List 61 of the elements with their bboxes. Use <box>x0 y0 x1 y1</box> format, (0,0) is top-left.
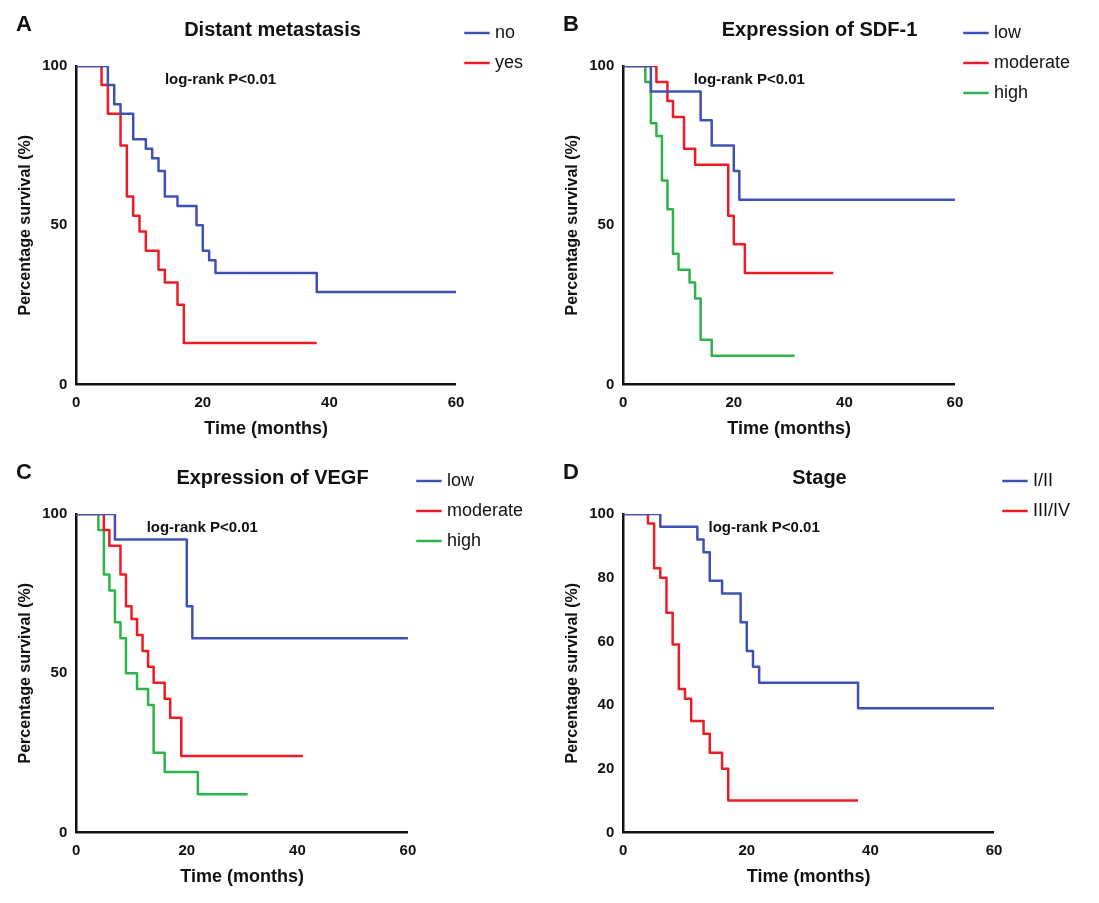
legend-label: moderate <box>446 499 523 520</box>
annotation: log-rank P<0.01 <box>146 517 258 535</box>
y-axis-title: Percentage survival (%) <box>16 582 34 764</box>
x-tick-label: 40 <box>836 392 853 410</box>
y-axis-title: Percentage survival (%) <box>16 134 34 316</box>
legend-label: III/IV <box>1032 499 1070 520</box>
x-tick-label: 60 <box>399 840 417 858</box>
x-tick-label: 20 <box>738 840 756 858</box>
y-tick-label: 0 <box>605 374 615 392</box>
y-tick-label: 0 <box>58 374 68 392</box>
y-tick-label: 50 <box>597 215 615 233</box>
x-tick-label: 0 <box>72 392 81 410</box>
legend-label: low <box>993 21 1022 42</box>
y-tick-label: 100 <box>589 56 615 74</box>
y-tick-label: 0 <box>58 822 68 840</box>
y-tick-label: 100 <box>589 504 615 522</box>
x-tick-label: 20 <box>725 392 743 410</box>
x-tick-label: 20 <box>194 392 212 410</box>
x-tick-label: 60 <box>447 392 465 410</box>
annotation: log-rank P<0.01 <box>164 69 277 87</box>
x-axis-title: Time (months) <box>180 866 304 887</box>
y-tick-label: 20 <box>597 758 615 776</box>
annotation: log-rank P<0.01 <box>693 69 805 87</box>
text: D <box>563 459 579 485</box>
y-tick-label: 80 <box>597 567 615 585</box>
legend-label: no <box>494 21 516 42</box>
x-tick-label: 40 <box>862 840 879 858</box>
x-tick-label: 20 <box>178 840 196 858</box>
legend-label: high <box>993 81 1028 102</box>
chart-title: Expression of VEGF <box>176 465 369 488</box>
y-tick-label: 50 <box>50 663 68 681</box>
chart-title: Expression of SDF-1 <box>721 17 918 40</box>
y-axis-title: Percentage survival (%) <box>563 134 581 316</box>
annotation: log-rank P<0.01 <box>708 517 820 535</box>
text: C <box>16 459 32 485</box>
x-axis-title: Time (months) <box>727 418 851 439</box>
legend-label: high <box>446 529 481 550</box>
y-tick-label: 50 <box>50 215 68 233</box>
x-axis-title: Time (months) <box>204 418 328 439</box>
legend-label: low <box>446 469 475 490</box>
x-tick-label: 0 <box>72 840 81 858</box>
x-tick-label: 40 <box>321 392 338 410</box>
y-tick-label: 100 <box>42 504 68 522</box>
y-tick-label: 0 <box>605 822 615 840</box>
x-tick-label: 60 <box>946 392 964 410</box>
chart-title: Stage <box>792 465 847 488</box>
legend-label: moderate <box>993 51 1070 72</box>
chart-title: Distant metastasis <box>184 17 361 40</box>
y-tick-label: 40 <box>597 695 615 713</box>
y-axis-title: Percentage survival (%) <box>563 582 581 764</box>
x-axis-title: Time (months) <box>746 866 871 887</box>
x-tick-label: 60 <box>985 840 1003 858</box>
x-tick-label: 40 <box>289 840 306 858</box>
text: A <box>16 11 32 37</box>
x-tick-label: 0 <box>619 392 628 410</box>
y-tick-label: 100 <box>42 56 68 74</box>
y-tick-label: 60 <box>597 631 615 649</box>
legend-label: yes <box>494 51 523 72</box>
x-tick-label: 0 <box>619 840 628 858</box>
legend-label: I/II <box>1032 469 1053 490</box>
text: B <box>563 11 579 37</box>
